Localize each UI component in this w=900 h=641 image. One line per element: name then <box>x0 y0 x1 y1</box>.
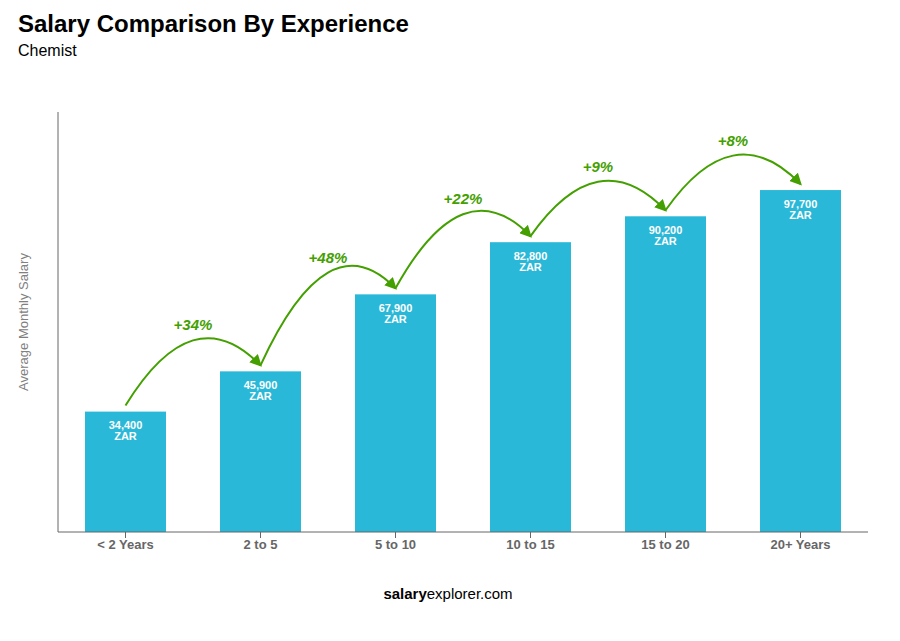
svg-text:+22%: +22% <box>444 190 483 207</box>
svg-text:+48%: +48% <box>309 249 348 266</box>
svg-text:2 to 5: 2 to 5 <box>244 537 278 552</box>
svg-text:90,200ZAR: 90,200ZAR <box>649 224 683 247</box>
svg-text:45,900ZAR: 45,900ZAR <box>244 379 278 402</box>
html-text:salary explorer.com: salary explorer.com <box>383 585 513 602</box>
svg-text:15 to 20: 15 to 20 <box>641 537 689 552</box>
svg-text:97,700ZAR: 97,700ZAR <box>784 198 818 221</box>
svg-text:10 to 15: 10 to 15 <box>506 537 554 552</box>
svg-text:+34%: +34% <box>174 316 213 333</box>
svg-text:34,400ZAR: 34,400ZAR <box>109 419 143 442</box>
svg-text:5 to 10: 5 to 10 <box>375 537 416 552</box>
svg-text:+9%: +9% <box>583 158 613 175</box>
html-text:Salary Comparison By Experienc: Salary Comparison By Experience <box>18 10 409 37</box>
svg-text:Average Monthly Salary: Average Monthly Salary <box>16 253 31 391</box>
svg-text:< 2 Years: < 2 Years <box>97 537 154 552</box>
svg-text:+8%: +8% <box>718 132 748 149</box>
svg-text:67,900ZAR: 67,900ZAR <box>379 302 413 325</box>
html-text:Chemist: Chemist <box>18 42 77 59</box>
svg-text:20+ Years: 20+ Years <box>770 537 830 552</box>
svg-text:82,800ZAR: 82,800ZAR <box>514 250 548 273</box>
